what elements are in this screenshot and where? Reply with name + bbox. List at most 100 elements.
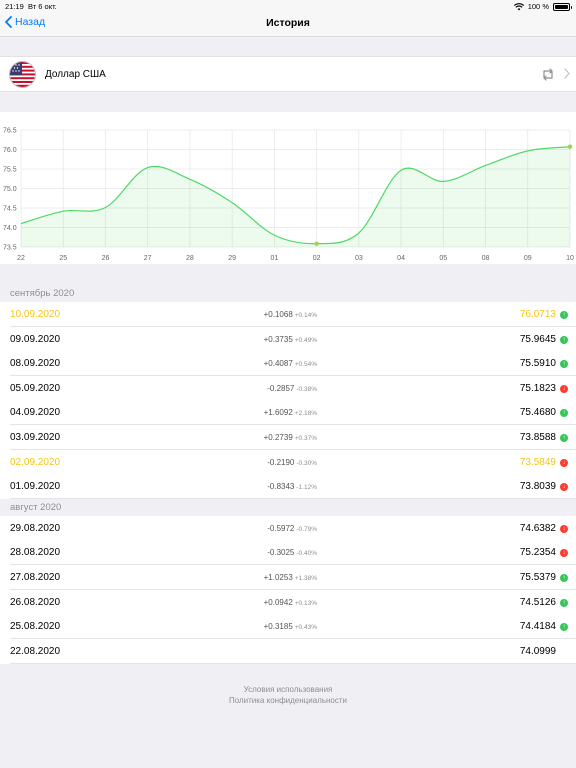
- row-change-percent: +2.18%: [294, 410, 317, 418]
- row-date: 05.09.2020: [10, 382, 61, 394]
- history-row[interactable]: 03.09.2020 +0.2739 +0.37% 73.8588 ↑: [0, 425, 576, 450]
- row-value: 73.5849: [519, 456, 556, 468]
- row-change-percent: -0.38%: [296, 385, 317, 393]
- history-row[interactable]: 27.08.2020 +1.0253 +1.38% 75.5379 ↑: [0, 565, 576, 590]
- arrow-down-icon: ↓: [560, 458, 568, 467]
- row-separator: [10, 662, 576, 664]
- currency-selector[interactable]: Доллар США: [0, 56, 576, 92]
- row-value: 75.5910: [519, 358, 556, 370]
- row-change: -0.2190 -0.30%: [150, 458, 317, 467]
- row-change-percent: +1.38%: [294, 575, 317, 582]
- rate-chart-svg: 76.5 76.0 75.5 75.0 74.5 74.0 73.522 25 26 27 28 29…: [3, 128, 574, 263]
- row-date: 27.08.2020: [10, 572, 61, 583]
- row-change-value: -0.8343: [267, 482, 295, 492]
- arrow-down-icon: ↓: [560, 483, 568, 492]
- row-value: 73.8039: [519, 481, 556, 493]
- data-point: [314, 241, 319, 246]
- row-separator: [10, 399, 576, 401]
- history-row[interactable]: 09.09.2020 +0.3735 +0.49% 75.9645 ↑: [0, 326, 576, 352]
- row-change-percent: +0.13%: [294, 599, 317, 607]
- row-change: -0.3025 -0.40%: [150, 548, 317, 557]
- us-flag-icon: [10, 62, 35, 87]
- row-change: +0.1068 +0.14%: [150, 310, 317, 319]
- row-separator: [10, 613, 576, 615]
- row-value: 73.8588: [519, 432, 556, 443]
- history-row[interactable]: 04.09.2020 +1.6092 +2.18% 75.4680 ↑: [0, 400, 576, 426]
- x-tick-label: 28: [186, 255, 194, 262]
- history-row[interactable]: 26.08.2020 +0.0942 +0.13% 74.5126 ↑: [0, 589, 576, 615]
- row-change: -0.8343 -1.12%: [150, 482, 317, 491]
- row-change: +0.3735 +0.49%: [150, 335, 317, 344]
- row-value: 75.9645: [519, 333, 556, 345]
- row-change-value: -0.2190: [267, 457, 295, 467]
- y-tick-label: 74.5: [3, 206, 17, 213]
- history-row[interactable]: 28.08.2020 -0.3025 -0.40% 75.2354 ↓: [0, 540, 576, 566]
- row-date: 29.08.2020: [10, 522, 61, 534]
- row-separator: [10, 424, 576, 426]
- row-change: +1.6092 +2.18%: [150, 408, 317, 417]
- history-row[interactable]: 22.08.2020 74.0999: [0, 638, 576, 664]
- x-tick-label: 05: [439, 255, 447, 262]
- arrow-up-icon: ↑: [560, 360, 568, 369]
- arrow-down-icon: ↓: [560, 549, 568, 558]
- row-change-value: -0.3025: [267, 548, 295, 558]
- row-change-percent: +0.54%: [294, 361, 317, 369]
- arrow-up-icon: ↑: [560, 311, 568, 319]
- row-date: 03.09.2020: [10, 432, 61, 443]
- row-change: +0.2739 +0.37%: [150, 433, 317, 442]
- row-value: 74.4184: [519, 621, 556, 633]
- back-label: Назад: [15, 16, 46, 28]
- history-row[interactable]: 29.08.2020 -0.5972 -0.79% 74.6382 ↓: [0, 515, 576, 541]
- row-value: 75.1823: [519, 382, 556, 394]
- section-header: август 2020: [10, 501, 62, 513]
- chevron-left-icon: [5, 16, 12, 28]
- data-point: [567, 144, 573, 149]
- history-row[interactable]: 10.09.2020 +0.1068 +0.14% 76.0713 ↑: [0, 302, 576, 327]
- status-time: 21:19: [5, 2, 24, 11]
- arrow-up-icon: ↑: [560, 434, 568, 442]
- chevron-right-icon: [564, 68, 570, 79]
- arrow-up-icon: ↑: [560, 598, 568, 607]
- history-row[interactable]: 01.09.2020 -0.8343 -1.12% 73.8039 ↓: [0, 474, 576, 500]
- terms-link[interactable]: Условия использования: [243, 685, 333, 694]
- privacy-link[interactable]: Политика конфиденциальности: [228, 696, 348, 705]
- battery-icon: [553, 2, 572, 11]
- arrow-up-icon: ↑: [560, 409, 568, 418]
- row-change-value: -0.5972: [267, 523, 295, 533]
- y-tick-label: 74.0: [3, 225, 17, 232]
- row-separator: [10, 350, 576, 352]
- x-tick-label: 08: [482, 255, 490, 262]
- history-row[interactable]: 05.09.2020 -0.2857 -0.38% 75.1823 ↓: [0, 375, 576, 401]
- currency-name: Доллар США: [45, 69, 106, 80]
- x-tick-label: 10: [566, 255, 574, 262]
- back-button[interactable]: Назад: [5, 16, 45, 28]
- section-header: сентябрь 2020: [10, 288, 75, 299]
- row-date: 09.09.2020: [10, 333, 61, 345]
- y-tick-label: 73.5: [3, 245, 17, 252]
- row-change: -0.5972 -0.79%: [150, 524, 317, 533]
- row-change-value: +0.1068: [263, 310, 293, 319]
- arrow-up-icon: ↑: [560, 623, 568, 632]
- x-tick-label: 26: [102, 255, 110, 262]
- row-separator: [10, 473, 576, 475]
- row-separator: [10, 326, 576, 327]
- y-tick-label: 75.5: [3, 167, 17, 174]
- y-tick-label: 76.0: [3, 147, 17, 154]
- row-change-percent: -0.30%: [296, 459, 317, 467]
- row-date: 26.08.2020: [10, 596, 61, 608]
- row-date: 02.09.2020: [10, 456, 61, 468]
- row-change: -0.2857 -0.38%: [150, 384, 317, 393]
- row-change: +0.4087 +0.54%: [150, 359, 317, 368]
- x-tick-label: 22: [17, 255, 25, 262]
- row-separator: [10, 564, 576, 566]
- row-value: 75.4680: [519, 407, 556, 419]
- row-date: 04.09.2020: [10, 407, 61, 419]
- history-row[interactable]: 02.09.2020 -0.2190 -0.30% 73.5849 ↓: [0, 449, 576, 475]
- history-row[interactable]: 08.09.2020 +0.4087 +0.54% 75.5910 ↑: [0, 351, 576, 377]
- x-tick-label: 03: [355, 255, 363, 262]
- history-row[interactable]: 25.08.2020 +0.3185 +0.43% 74.4184 ↑: [0, 614, 576, 640]
- wifi-icon: [513, 2, 524, 10]
- swap-icon[interactable]: [541, 68, 555, 81]
- y-tick-label: 76.5: [3, 128, 17, 135]
- row-change: +0.0942 +0.13%: [150, 598, 317, 607]
